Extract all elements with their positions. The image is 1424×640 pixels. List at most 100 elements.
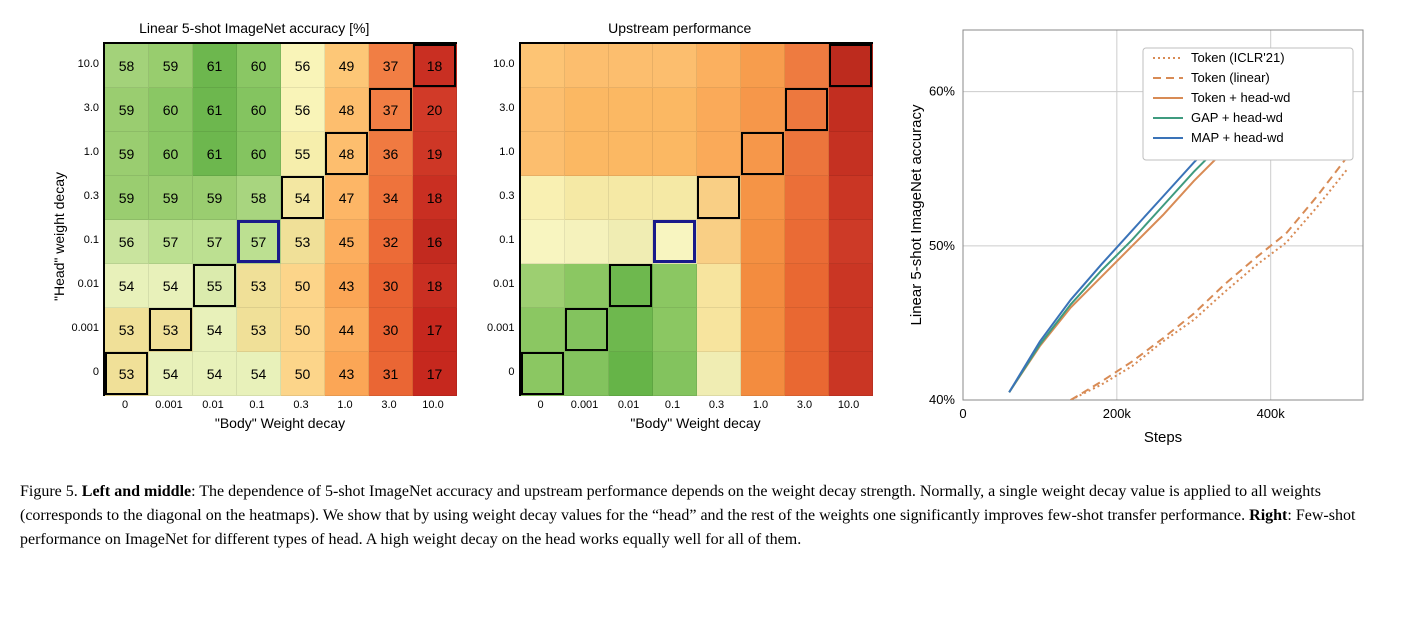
heatmap-cell: 60 bbox=[237, 44, 281, 88]
heatmap-cell bbox=[829, 88, 873, 132]
heatmap-right-yticks: 10.03.01.00.30.10.010.0010 bbox=[487, 42, 519, 394]
heatmap-cell: 53 bbox=[281, 220, 325, 264]
ytick-label: 0.1 bbox=[487, 218, 519, 262]
xtick-label: 1.0 bbox=[323, 396, 367, 411]
heatmap-right-title: Upstream performance bbox=[608, 20, 751, 36]
linechart-panel: 40%50%60%0200k400kStepsLinear 5-shot Ima… bbox=[903, 20, 1373, 450]
heatmap-cell bbox=[521, 352, 565, 396]
heatmap-cell bbox=[741, 220, 785, 264]
xtick-label: 0 bbox=[959, 406, 966, 421]
heatmap-cell: 60 bbox=[149, 88, 193, 132]
heatmap-cell bbox=[697, 308, 741, 352]
ytick-label: 60% bbox=[929, 84, 955, 99]
heatmap-cell: 44 bbox=[325, 308, 369, 352]
heatmap-cell: 54 bbox=[237, 352, 281, 396]
ytick-label: 1.0 bbox=[487, 130, 519, 174]
heatmap-cell bbox=[609, 264, 653, 308]
heatmap-cell: 54 bbox=[149, 352, 193, 396]
ytick-label: 50% bbox=[929, 238, 955, 253]
heatmap-cell: 50 bbox=[281, 352, 325, 396]
heatmap-cell: 57 bbox=[149, 220, 193, 264]
ytick-label: 0.3 bbox=[71, 174, 103, 218]
legend-label: Token (ICLR'21) bbox=[1191, 50, 1285, 65]
heatmap-cell bbox=[785, 308, 829, 352]
heatmap-cell bbox=[521, 264, 565, 308]
heatmap-cell bbox=[565, 176, 609, 220]
heatmap-cell: 59 bbox=[149, 44, 193, 88]
heatmap-cell bbox=[609, 220, 653, 264]
heatmap-cell bbox=[521, 176, 565, 220]
legend-label: MAP + head-wd bbox=[1191, 130, 1284, 145]
heatmap-left-xticks: 00.0010.010.10.31.03.010.0 bbox=[103, 396, 457, 411]
xtick-label: 0.001 bbox=[563, 396, 607, 411]
heatmap-ylabel: "Head" weight decay bbox=[51, 172, 67, 301]
heatmap-cell bbox=[785, 352, 829, 396]
heatmap-cell: 60 bbox=[237, 132, 281, 176]
heatmap-xlabel-2: "Body" Weight decay bbox=[519, 415, 873, 431]
heatmap-cell: 17 bbox=[413, 352, 457, 396]
ytick-label: 40% bbox=[929, 392, 955, 407]
caption-text1: : The dependence of 5-shot ImageNet accu… bbox=[20, 483, 1321, 524]
figure-caption: Figure 5. Left and middle: The dependenc… bbox=[20, 480, 1400, 552]
xtick-label: 10.0 bbox=[827, 396, 871, 411]
heatmap-cell: 16 bbox=[413, 220, 457, 264]
xtick-label: 0.01 bbox=[607, 396, 651, 411]
heatmap-cell: 56 bbox=[105, 220, 149, 264]
heatmap-cell: 56 bbox=[281, 44, 325, 88]
heatmap-cell bbox=[653, 132, 697, 176]
heatmap-cell bbox=[829, 352, 873, 396]
heatmap-cell bbox=[565, 88, 609, 132]
heatmap-cell: 34 bbox=[369, 176, 413, 220]
heatmap-cell bbox=[741, 132, 785, 176]
heatmap-cell bbox=[785, 88, 829, 132]
heatmap-cell: 20 bbox=[413, 88, 457, 132]
heatmap-cell: 53 bbox=[149, 308, 193, 352]
heatmap-left-yticks: 10.03.01.00.30.10.010.0010 bbox=[71, 42, 103, 394]
heatmap-cell bbox=[565, 132, 609, 176]
heatmap-cell bbox=[785, 220, 829, 264]
heatmap-right-panel: Upstream performance 10.03.01.00.30.10.0… bbox=[487, 20, 873, 431]
heatmap-cell: 49 bbox=[325, 44, 369, 88]
heatmap-cell: 60 bbox=[149, 132, 193, 176]
xtick-label: 0.01 bbox=[191, 396, 235, 411]
xtick-label: 0.001 bbox=[147, 396, 191, 411]
heatmap-cell: 18 bbox=[413, 264, 457, 308]
series-line bbox=[1070, 169, 1347, 400]
heatmap-cell bbox=[697, 44, 741, 88]
heatmap-cell: 53 bbox=[237, 308, 281, 352]
heatmap-cell: 57 bbox=[193, 220, 237, 264]
heatmap-right-xticks: 00.0010.010.10.31.03.010.0 bbox=[519, 396, 873, 411]
heatmap-cell: 53 bbox=[237, 264, 281, 308]
heatmap-cell bbox=[609, 44, 653, 88]
heatmap-cell: 19 bbox=[413, 132, 457, 176]
heatmap-cell bbox=[609, 352, 653, 396]
heatmap-cell bbox=[785, 264, 829, 308]
heatmap-cell bbox=[609, 88, 653, 132]
xtick-label: 0 bbox=[519, 396, 563, 411]
heatmap-cell: 50 bbox=[281, 264, 325, 308]
heatmap-cell: 59 bbox=[105, 132, 149, 176]
xtick-label: 0.1 bbox=[235, 396, 279, 411]
heatmap-cell: 31 bbox=[369, 352, 413, 396]
caption-figlabel: Figure 5. bbox=[20, 483, 82, 500]
ytick-label: 10.0 bbox=[487, 42, 519, 86]
heatmap-cell bbox=[521, 308, 565, 352]
heatmap-cell: 48 bbox=[325, 88, 369, 132]
heatmap-cell: 36 bbox=[369, 132, 413, 176]
heatmap-cell: 37 bbox=[369, 44, 413, 88]
heatmap-cell: 59 bbox=[105, 88, 149, 132]
heatmap-cell bbox=[609, 132, 653, 176]
heatmap-cell bbox=[565, 44, 609, 88]
heatmap-cell: 54 bbox=[105, 264, 149, 308]
heatmap-cell: 48 bbox=[325, 132, 369, 176]
heatmap-left-wrap: "Head" weight decay 10.03.01.00.30.10.01… bbox=[51, 42, 457, 431]
heatmap-cell: 60 bbox=[237, 88, 281, 132]
heatmap-cell bbox=[829, 220, 873, 264]
linechart-ylabel: Linear 5-shot ImageNet accuracy bbox=[908, 104, 925, 325]
ytick-label: 0 bbox=[71, 350, 103, 394]
heatmap-cell bbox=[741, 264, 785, 308]
heatmap-left-title: Linear 5-shot ImageNet accuracy [%] bbox=[139, 20, 369, 36]
heatmap-cell: 59 bbox=[149, 176, 193, 220]
heatmap-cell: 37 bbox=[369, 88, 413, 132]
heatmap-cell bbox=[521, 132, 565, 176]
